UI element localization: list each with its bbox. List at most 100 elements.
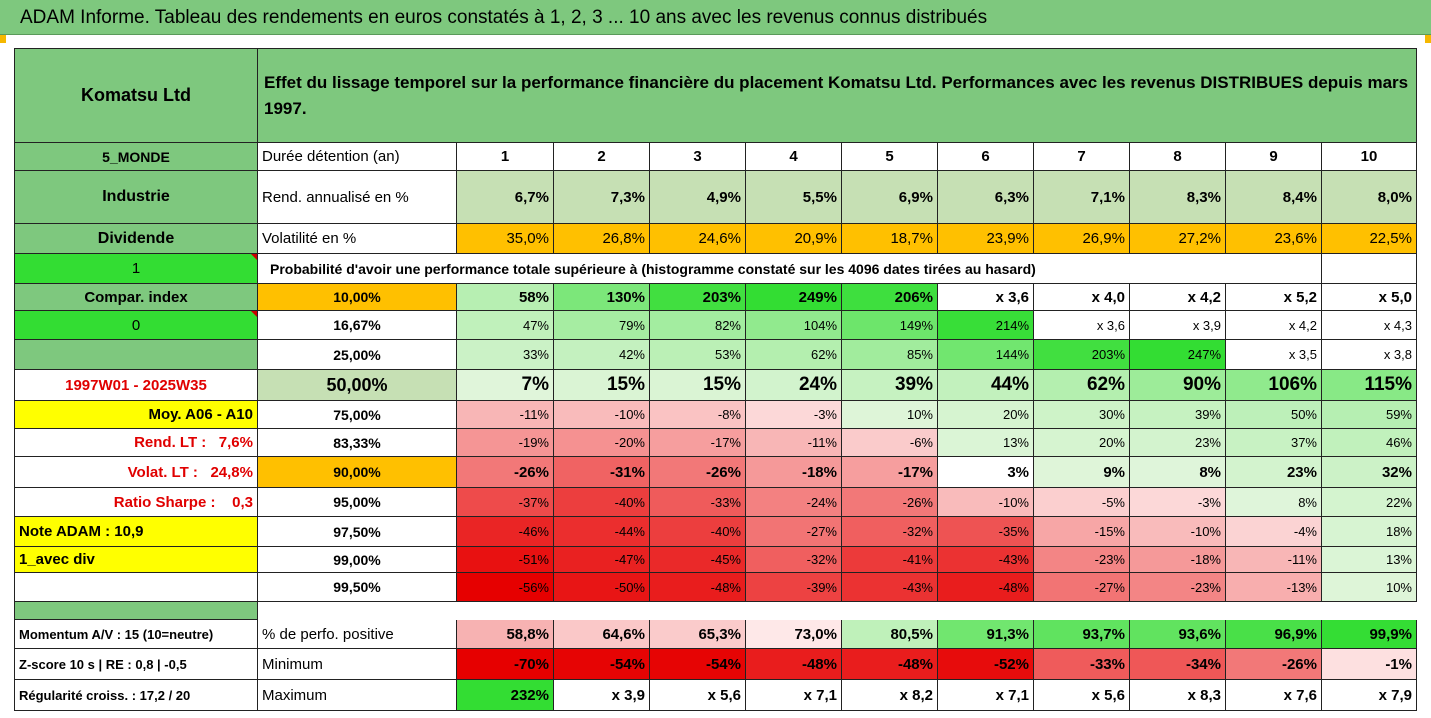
probability-threshold: 95,00% <box>258 488 457 517</box>
probability-value: -50% <box>554 573 650 602</box>
probability-value: -5% <box>1034 488 1130 517</box>
probability-value: 13% <box>1322 547 1417 573</box>
spacer-cell <box>14 602 258 620</box>
probability-value: -19% <box>457 429 554 457</box>
rend-lt-value: 7,6% <box>218 434 253 451</box>
rend-value: 4,9% <box>650 171 746 224</box>
bottom-value: -48% <box>842 649 938 680</box>
year-header: 10 <box>1322 143 1417 171</box>
rend-value: 6,9% <box>842 171 938 224</box>
probability-value: 53% <box>650 340 746 370</box>
bottom-value: -54% <box>554 649 650 680</box>
probability-value: 47% <box>457 311 554 340</box>
probability-value: -37% <box>457 488 554 517</box>
probability-value: 206% <box>842 284 938 311</box>
year-header: 8 <box>1130 143 1226 171</box>
probability-value: -41% <box>842 547 938 573</box>
bottom-value: -26% <box>1226 649 1322 680</box>
probability-value: -18% <box>1130 547 1226 573</box>
probability-value: 85% <box>842 340 938 370</box>
probability-value: 203% <box>650 284 746 311</box>
bottom-value: 91,3% <box>938 620 1034 649</box>
compar-index-label: Compar. index <box>14 284 258 311</box>
probability-value: x 3,6 <box>938 284 1034 311</box>
probability-value: -8% <box>650 401 746 429</box>
probability-value: -56% <box>457 573 554 602</box>
probability-value: -40% <box>650 517 746 547</box>
year-header: 3 <box>650 143 746 171</box>
probability-threshold: 10,00% <box>258 284 457 311</box>
probability-threshold: 99,50% <box>258 573 457 602</box>
probability-value: 23% <box>1226 457 1322 488</box>
bottom-side-label: Z-score 10 s | RE : 0,8 | -0,5 <box>14 649 258 680</box>
probability-value: 15% <box>650 370 746 401</box>
probability-value: -40% <box>554 488 650 517</box>
probability-value: -32% <box>746 547 842 573</box>
empty-cell <box>14 340 258 370</box>
value-zero: 0 <box>14 311 258 340</box>
probability-value: -18% <box>746 457 842 488</box>
probability-value: -48% <box>650 573 746 602</box>
bottom-value: x 7,6 <box>1226 680 1322 711</box>
probability-threshold: 25,00% <box>258 340 457 370</box>
probability-threshold: 50,00% <box>258 370 457 401</box>
spacer-row <box>258 602 1417 620</box>
probability-value: -26% <box>457 457 554 488</box>
probability-value: 20% <box>1034 429 1130 457</box>
bottom-value: x 8,2 <box>842 680 938 711</box>
bottom-value: -52% <box>938 649 1034 680</box>
bottom-value: 65,3% <box>650 620 746 649</box>
probability-value: -11% <box>457 401 554 429</box>
probability-value: -17% <box>842 457 938 488</box>
probability-value: 247% <box>1130 340 1226 370</box>
empty-cell <box>14 573 258 602</box>
sharpe-label: Ratio Sharpe : <box>113 493 216 511</box>
volat-lt-label: Volat. LT : <box>127 463 198 481</box>
bottom-value: x 7,1 <box>746 680 842 711</box>
probability-threshold: 97,50% <box>258 517 457 547</box>
report-title: ADAM Informe. Tableau des rendements en … <box>20 7 988 28</box>
volat-value: 20,9% <box>746 224 842 254</box>
rend-value: 5,5% <box>746 171 842 224</box>
duree-label: Durée détention (an) <box>258 143 457 171</box>
bottom-value: x 7,9 <box>1322 680 1417 711</box>
probability-value: 24% <box>746 370 842 401</box>
probability-value: x 4,3 <box>1322 311 1417 340</box>
probability-value: x 3,5 <box>1226 340 1322 370</box>
period-label: 1997W01 - 2025W35 <box>14 370 258 401</box>
probability-value: -15% <box>1034 517 1130 547</box>
probability-value: -27% <box>1034 573 1130 602</box>
year-header: 9 <box>1226 143 1322 171</box>
sector-label: Industrie <box>14 171 258 224</box>
probability-value: -46% <box>457 517 554 547</box>
probability-value: x 3,9 <box>1130 311 1226 340</box>
probability-value: 3% <box>938 457 1034 488</box>
probability-value: -3% <box>746 401 842 429</box>
probability-value: -10% <box>1130 517 1226 547</box>
probability-value: -23% <box>1034 547 1130 573</box>
probability-value: 115% <box>1322 370 1417 401</box>
probability-value: -32% <box>842 517 938 547</box>
volat-value: 22,5% <box>1322 224 1417 254</box>
probability-value: 149% <box>842 311 938 340</box>
bottom-value: 80,5% <box>842 620 938 649</box>
bottom-side-label: Momentum A/V : 15 (10=neutre) <box>14 620 258 649</box>
probability-value: -13% <box>1226 573 1322 602</box>
bottom-value: x 8,3 <box>1130 680 1226 711</box>
bottom-row-label: Minimum <box>258 649 457 680</box>
dividend-label: Dividende <box>14 224 258 254</box>
probability-value: -39% <box>746 573 842 602</box>
probability-value: -23% <box>1130 573 1226 602</box>
probability-value: -35% <box>938 517 1034 547</box>
bottom-value: 93,6% <box>1130 620 1226 649</box>
probability-value: -47% <box>554 547 650 573</box>
probability-value: -43% <box>842 573 938 602</box>
zone-label: 5_MONDE <box>14 143 258 171</box>
probability-value: 20% <box>938 401 1034 429</box>
volat-value: 23,6% <box>1226 224 1322 254</box>
value-one: 1 <box>14 254 258 284</box>
bottom-value: -48% <box>746 649 842 680</box>
probability-value: -43% <box>938 547 1034 573</box>
probability-value: 13% <box>938 429 1034 457</box>
title-bar: ADAM Informe. Tableau des rendements en … <box>0 0 1431 35</box>
